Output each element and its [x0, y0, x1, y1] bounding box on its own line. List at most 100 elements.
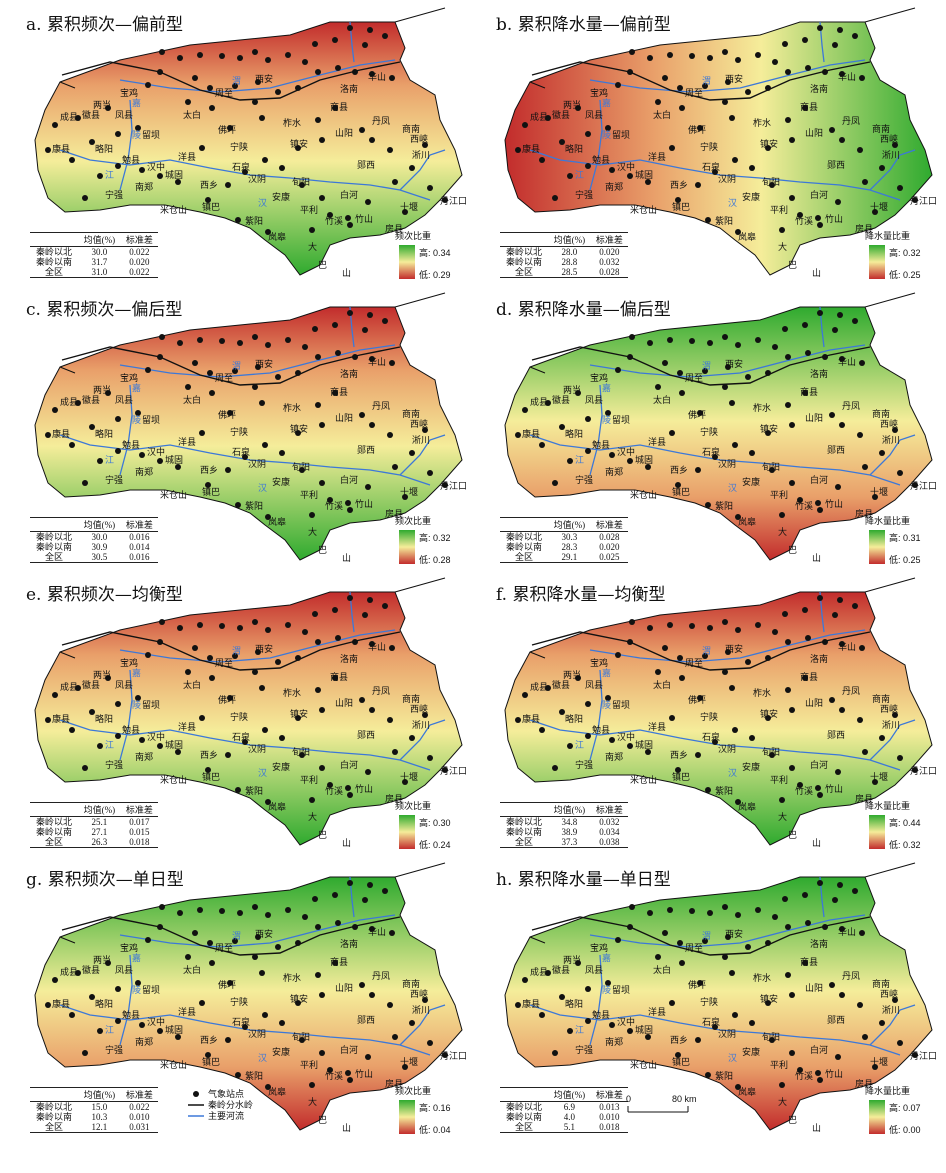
place-label: 石泉: [702, 446, 720, 458]
place-label: 略阳: [95, 998, 113, 1010]
station-dot: [785, 639, 791, 645]
station-dot-icon: [188, 1090, 204, 1098]
legend-low: 低: 0.28: [419, 555, 451, 565]
station-dot: [442, 197, 448, 203]
station-dot: [627, 69, 633, 75]
place-label: 两当: [93, 669, 111, 681]
station-dot: [387, 147, 393, 153]
station-dot: [817, 222, 823, 228]
station-dot: [859, 930, 865, 936]
place-label: 镇巴: [202, 1056, 220, 1068]
station-dot: [697, 125, 703, 131]
color-legend: 频次比重 高: 0.16 低: 0.04: [395, 1084, 465, 1144]
place-label: 宁陕: [230, 426, 248, 438]
station-dot: [335, 635, 341, 641]
place-label: 佛坪: [218, 124, 236, 136]
station-dot: [309, 1082, 315, 1088]
station-dot: [157, 924, 163, 930]
place-label: 陵: [132, 130, 141, 141]
river-line: [589, 384, 603, 476]
station-dot: [667, 907, 673, 913]
place-label: 洛南: [810, 653, 828, 665]
station-dot: [912, 1052, 918, 1058]
place-label: 江: [105, 740, 114, 751]
boundary-line: [394, 292, 446, 308]
study-region-area: [34, 876, 463, 1131]
place-label: 西安: [255, 928, 273, 940]
station-dot: [319, 707, 325, 713]
place-label: 汉: [258, 1053, 267, 1064]
station-dot: [609, 167, 615, 173]
place-label: 商南: [872, 693, 890, 705]
place-label: 商南: [872, 123, 890, 135]
station-dot: [515, 432, 521, 438]
place-label: 渭: [232, 361, 241, 372]
place-label: 洛南: [810, 938, 828, 950]
station-dot: [392, 179, 398, 185]
place-label: 丹凤: [842, 116, 860, 127]
station-dot: [97, 458, 103, 464]
station-dot: [552, 195, 558, 201]
station-dot: [252, 334, 258, 340]
station-dot: [319, 765, 325, 771]
place-label: 竹溪: [325, 1070, 343, 1082]
station-dot: [89, 994, 95, 1000]
station-dot: [352, 924, 358, 930]
place-label: 山阳: [335, 983, 353, 994]
place-label: 丹江口: [440, 481, 467, 492]
station-dot: [627, 924, 633, 930]
place-label: 凤县: [585, 110, 603, 121]
station-dot: [675, 1052, 681, 1058]
station-dot: [669, 1000, 675, 1006]
study-region-area: [504, 21, 933, 276]
river-line: [119, 344, 396, 378]
place-label: 平利: [770, 774, 788, 786]
place-label: 南郑: [135, 751, 153, 763]
place-label: 嘉: [602, 97, 611, 109]
place-label: 西安: [725, 358, 743, 370]
key-divide: 秦岭分水岭: [188, 1099, 253, 1110]
station-dot: [545, 970, 551, 976]
station-dot: [205, 197, 211, 203]
station-dot: [732, 727, 738, 733]
place-label: 渭: [702, 931, 711, 942]
stats-cell: 31.7: [91, 257, 108, 267]
station-dot: [185, 384, 191, 390]
stats-cell: 秦岭以北: [36, 1102, 73, 1112]
station-dot: [765, 145, 771, 151]
place-label: 城固: [635, 1025, 653, 1036]
place-label: 大: [308, 526, 317, 538]
station-dot: [315, 402, 321, 408]
station-dot: [725, 934, 731, 940]
station-dot: [115, 448, 121, 454]
place-label: 南郑: [135, 466, 153, 478]
station-dot: [722, 99, 728, 105]
station-dot: [295, 85, 301, 91]
station-dot: [745, 659, 751, 665]
place-label: 洋县: [648, 721, 666, 733]
station-dot: [177, 625, 183, 631]
station-dot: [255, 364, 261, 370]
place-label: 丹江口: [910, 766, 937, 777]
place-label: 镇巴: [672, 771, 690, 783]
place-label: 巴: [788, 260, 797, 271]
place-label: 徽县: [82, 964, 100, 976]
station-dot: [765, 1000, 771, 1006]
place-label: 商南: [402, 408, 420, 420]
station-dot: [545, 115, 551, 121]
station-dot: [729, 970, 735, 976]
station-dot: [645, 749, 651, 755]
legend-title: 频次比重: [395, 1086, 432, 1096]
station-dot: [45, 432, 51, 438]
station-dot: [897, 1040, 903, 1046]
station-dot: [327, 1067, 333, 1073]
boundary-line: [864, 7, 916, 23]
place-label: 汉: [258, 768, 267, 779]
map-key: 气象站点 秦岭分水岭 主要河流: [188, 1088, 253, 1121]
station-dot: [872, 779, 878, 785]
place-label: 宁陕: [230, 996, 248, 1008]
place-label: 淅川: [882, 434, 900, 446]
station-dot: [879, 735, 885, 741]
station-dot: [857, 147, 863, 153]
place-label: 洋县: [178, 151, 196, 163]
